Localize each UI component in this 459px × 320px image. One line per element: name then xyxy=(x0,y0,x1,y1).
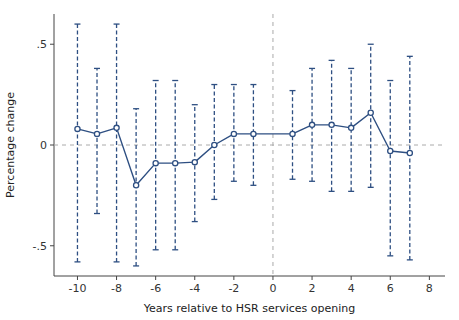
point xyxy=(153,161,158,166)
x-tick xyxy=(390,276,391,280)
ci-cap-upper xyxy=(74,23,80,24)
ci-cap-lower xyxy=(94,213,100,214)
ci-cap-upper xyxy=(133,108,139,109)
x-tick xyxy=(155,276,156,280)
ci-line xyxy=(116,24,117,262)
x-tick xyxy=(351,276,352,280)
x-axis-line xyxy=(54,276,445,277)
background xyxy=(0,0,459,320)
ci-cap-lower xyxy=(329,191,335,192)
y-tick-label: -.5 xyxy=(33,240,47,253)
x-tick-label: -10 xyxy=(68,282,86,295)
ci-cap-lower xyxy=(368,187,374,188)
markers xyxy=(75,110,413,188)
confidence-intervals xyxy=(74,24,412,266)
ci-cap-upper xyxy=(309,68,315,69)
point xyxy=(290,131,295,136)
point xyxy=(94,131,99,136)
x-tick xyxy=(312,276,313,280)
y-tick xyxy=(50,44,54,45)
x-tick xyxy=(194,276,195,280)
y-tick xyxy=(50,145,54,146)
x-tick-label: 0 xyxy=(269,282,276,295)
ci-line xyxy=(77,24,78,262)
point xyxy=(173,161,178,166)
x-tick-label: -8 xyxy=(111,282,122,295)
y-axis-label: Percentage change xyxy=(4,92,17,198)
ci-cap-upper xyxy=(114,23,120,24)
ci-cap-upper xyxy=(290,90,296,91)
y-tick xyxy=(50,245,54,246)
x-tick-label: -4 xyxy=(189,282,200,295)
ci-cap-upper xyxy=(348,68,354,69)
x-tick xyxy=(429,276,430,280)
x-tick xyxy=(233,276,234,280)
x-tick-label: 4 xyxy=(348,282,355,295)
ci-cap-lower xyxy=(153,249,159,250)
ci-cap-lower xyxy=(290,179,296,180)
x-tick-label: 8 xyxy=(426,282,433,295)
point xyxy=(329,122,334,127)
ci-cap-lower xyxy=(407,259,413,260)
chart: -10 -8 -6 -4 -2 0 2 4 6 8 -.5 0 .5 Years relative to … xyxy=(0,0,459,320)
x-tick-label: 6 xyxy=(387,282,394,295)
ci-cap-lower xyxy=(309,181,315,182)
ci-line xyxy=(390,81,391,256)
reference-line-vertical xyxy=(272,14,273,276)
x-tick-label: 2 xyxy=(309,282,316,295)
ci-cap-lower xyxy=(114,261,120,262)
x-tick xyxy=(116,276,117,280)
ci-cap-upper xyxy=(192,104,198,105)
point xyxy=(134,183,139,188)
ci-cap-upper xyxy=(387,80,393,81)
ci-cap-upper xyxy=(231,84,237,85)
ci-cap-lower xyxy=(231,181,237,182)
point xyxy=(407,150,412,155)
point xyxy=(212,142,217,147)
point xyxy=(192,160,197,165)
x-tick-label: -2 xyxy=(228,282,239,295)
x-tick-label: -6 xyxy=(150,282,161,295)
series-line xyxy=(77,113,409,186)
ci-cap-lower xyxy=(250,185,256,186)
ci-cap-lower xyxy=(133,265,139,266)
point xyxy=(75,126,80,131)
ci-cap-upper xyxy=(250,84,256,85)
point xyxy=(251,131,256,136)
ci-cap-lower xyxy=(211,199,217,200)
ci-cap-lower xyxy=(172,249,178,250)
ci-cap-lower xyxy=(387,255,393,256)
ci-cap-lower xyxy=(74,261,80,262)
point xyxy=(388,148,393,153)
ci-cap-upper xyxy=(172,80,178,81)
ci-cap-lower xyxy=(192,221,198,222)
x-axis-label: Years relative to HSR services opening xyxy=(143,302,356,315)
point xyxy=(114,125,119,130)
ci-cap-lower xyxy=(348,191,354,192)
x-tick xyxy=(272,276,273,280)
ci-cap-upper xyxy=(153,80,159,81)
axes: -10 -8 -6 -4 -2 0 2 4 6 8 -.5 0 .5 xyxy=(33,14,445,295)
point xyxy=(231,131,236,136)
ci-cap-upper xyxy=(407,56,413,57)
ci-cap-upper xyxy=(94,68,100,69)
ci-line xyxy=(409,56,410,260)
ci-cap-upper xyxy=(329,60,335,61)
point xyxy=(349,125,354,130)
ci-line xyxy=(96,68,97,213)
y-tick-label: .5 xyxy=(37,38,48,51)
point xyxy=(368,110,373,115)
x-tick xyxy=(77,276,78,280)
plot-area xyxy=(54,14,445,276)
y-tick-label: 0 xyxy=(40,139,47,152)
point xyxy=(309,122,314,127)
ci-cap-upper xyxy=(368,44,374,45)
ci-cap-upper xyxy=(211,84,217,85)
